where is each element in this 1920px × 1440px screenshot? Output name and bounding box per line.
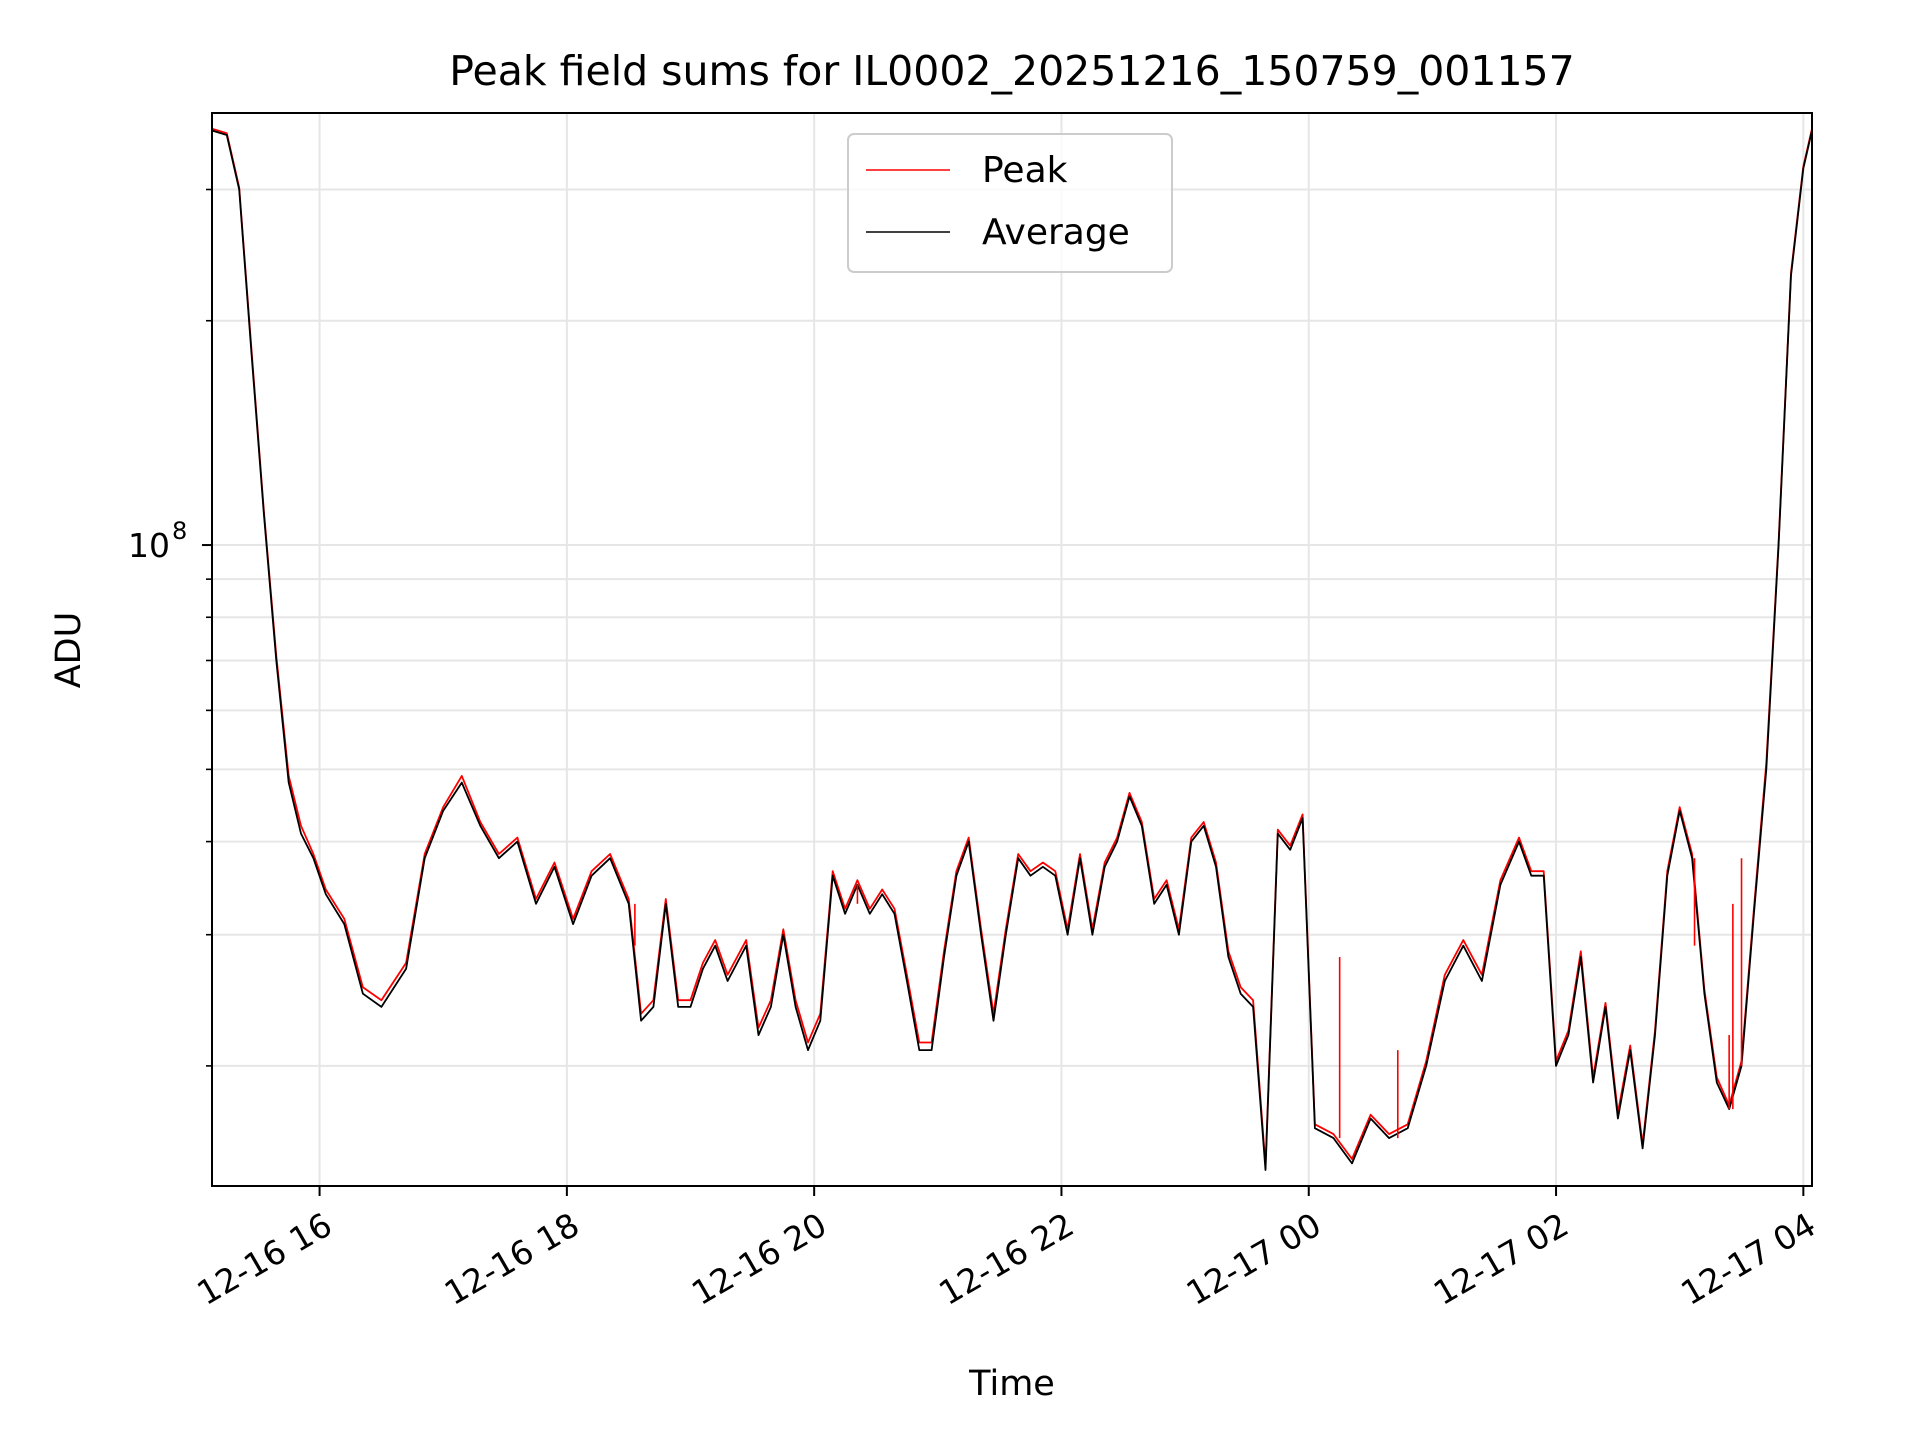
y-tick-label-exponent: 8 [172,517,187,545]
average-series-line [212,129,1812,1171]
legend-average-label: Average [982,212,1130,253]
legend: Peak Average [847,133,1173,273]
chart-title: Peak field sums for IL0002_20251216_1507… [449,47,1574,95]
x-axis-label: Time [968,1364,1055,1404]
legend-peak-label: Peak [982,150,1068,191]
axes-frame [211,112,1813,1187]
plot-area [212,127,1812,1171]
y-tick-label: 10 [128,526,170,565]
y-axis-label: ADU [49,612,89,689]
legend-box [847,133,1173,273]
grid [212,113,1812,1186]
